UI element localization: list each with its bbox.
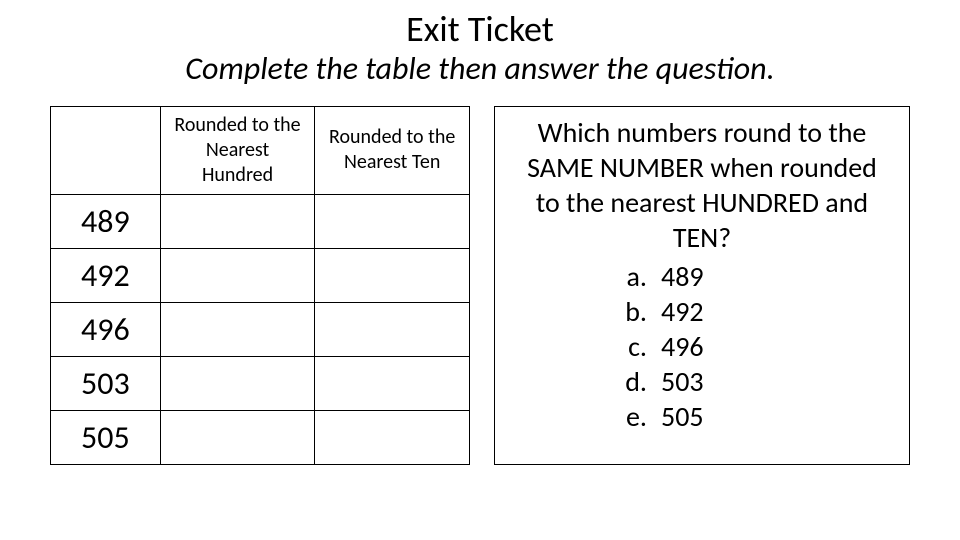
cell-ten[interactable] bbox=[315, 302, 470, 356]
page-title: Exit Ticket bbox=[0, 10, 960, 50]
option-list: a. 489 b. 492 c. 496 d. 503 e. 505 bbox=[513, 259, 891, 434]
worksheet-page: Exit Ticket Complete the table then answ… bbox=[0, 0, 960, 540]
option-value: 505 bbox=[661, 399, 704, 434]
option-letter: d. bbox=[617, 364, 661, 399]
option-value: 492 bbox=[661, 294, 704, 329]
table-row: 496 bbox=[51, 302, 470, 356]
table-row: 492 bbox=[51, 248, 470, 302]
table-header-hundred: Rounded to the Nearest Hundred bbox=[160, 106, 315, 194]
option-value: 503 bbox=[661, 364, 704, 399]
row-number: 496 bbox=[51, 302, 161, 356]
row-number: 505 bbox=[51, 410, 161, 464]
option-letter: e. bbox=[617, 399, 661, 434]
cell-hundred[interactable] bbox=[160, 356, 315, 410]
cell-ten[interactable] bbox=[315, 248, 470, 302]
rounding-table: Rounded to the Nearest Hundred Rounded t… bbox=[50, 106, 470, 465]
option-item[interactable]: e. 505 bbox=[617, 399, 891, 434]
option-item[interactable]: a. 489 bbox=[617, 259, 891, 294]
page-subtitle: Complete the table then answer the quest… bbox=[0, 50, 960, 88]
table-row: 505 bbox=[51, 410, 470, 464]
cell-hundred[interactable] bbox=[160, 302, 315, 356]
option-item[interactable]: b. 492 bbox=[617, 294, 891, 329]
table-row: 489 bbox=[51, 194, 470, 248]
cell-hundred[interactable] bbox=[160, 410, 315, 464]
option-letter: c. bbox=[617, 329, 661, 364]
table-header-blank bbox=[51, 106, 161, 194]
cell-ten[interactable] bbox=[315, 194, 470, 248]
option-letter: a. bbox=[617, 259, 661, 294]
table-header-ten: Rounded to the Nearest Ten bbox=[315, 106, 470, 194]
table-row: 503 bbox=[51, 356, 470, 410]
table-header-row: Rounded to the Nearest Hundred Rounded t… bbox=[51, 106, 470, 194]
row-number: 492 bbox=[51, 248, 161, 302]
cell-ten[interactable] bbox=[315, 356, 470, 410]
row-number: 489 bbox=[51, 194, 161, 248]
option-value: 489 bbox=[661, 259, 704, 294]
option-value: 496 bbox=[661, 329, 704, 364]
option-letter: b. bbox=[617, 294, 661, 329]
cell-ten[interactable] bbox=[315, 410, 470, 464]
cell-hundred[interactable] bbox=[160, 194, 315, 248]
cell-hundred[interactable] bbox=[160, 248, 315, 302]
question-panel: Which numbers round to the SAME NUMBER w… bbox=[494, 106, 910, 465]
question-text: Which numbers round to the SAME NUMBER w… bbox=[513, 115, 891, 255]
content-row: Rounded to the Nearest Hundred Rounded t… bbox=[0, 106, 960, 465]
option-item[interactable]: c. 496 bbox=[617, 329, 891, 364]
row-number: 503 bbox=[51, 356, 161, 410]
option-item[interactable]: d. 503 bbox=[617, 364, 891, 399]
